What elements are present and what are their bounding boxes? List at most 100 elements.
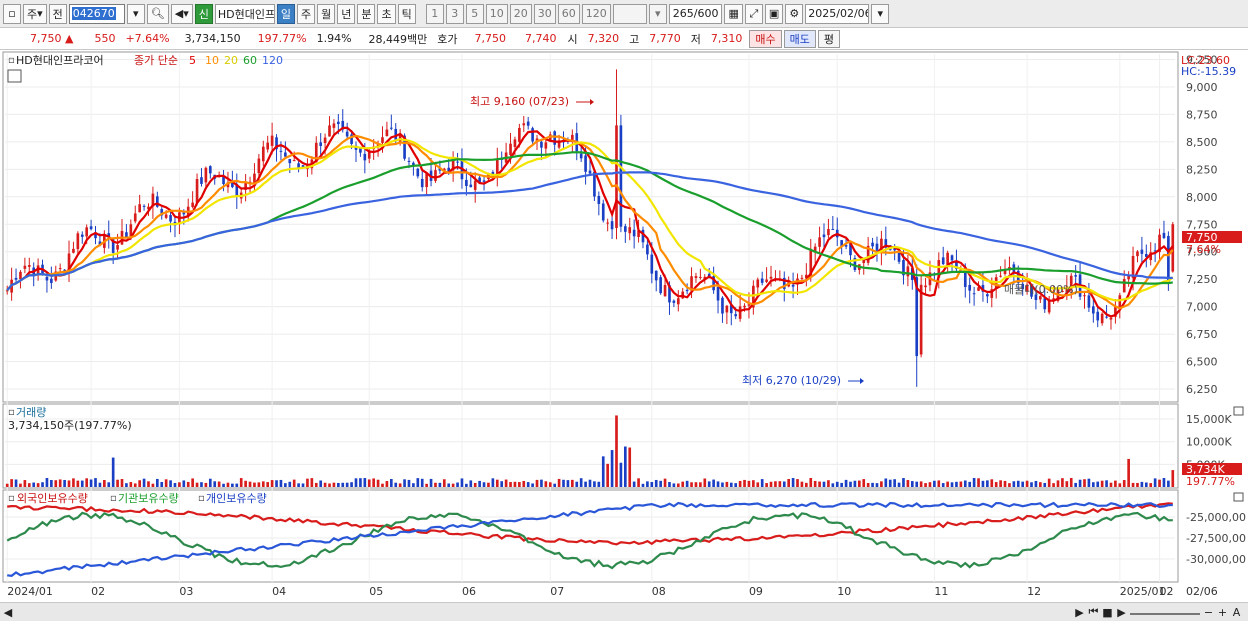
scroll-controls: ▶ ⏮ ■ ▶ − + A <box>1074 605 1248 619</box>
legend-ma20[interactable]: 20 <box>224 54 238 67</box>
tab-minute[interactable]: 분 <box>357 3 376 24</box>
stop-icon[interactable]: ■ <box>1102 605 1113 619</box>
grid-toggle-icon[interactable]: ▦ <box>724 3 743 24</box>
zoom-in-icon[interactable]: + <box>1217 605 1228 619</box>
interval-30[interactable]: 30 <box>533 3 556 24</box>
volume-bar <box>1144 482 1148 487</box>
stock-name-field[interactable]: HD현대인프 <box>214 3 275 24</box>
candle-body <box>133 213 137 222</box>
draw-tool-icon[interactable]: ⤢ <box>744 3 763 24</box>
zoom-out-icon[interactable]: − <box>1203 605 1214 619</box>
volume-bar <box>928 482 932 487</box>
font-size-icon[interactable]: A <box>1232 605 1241 619</box>
holding-panel-close-icon[interactable] <box>1233 492 1244 502</box>
candle-body <box>155 196 159 207</box>
date-field[interactable]: 2025/02/06 <box>805 3 870 24</box>
interval-120[interactable]: 120 <box>581 3 611 24</box>
save-icon[interactable]: ▣ <box>764 3 784 24</box>
chart-scrollbar[interactable]: ◀ ▶ ⏮ ■ ▶ − + A <box>0 602 1248 621</box>
candle-body <box>765 279 768 282</box>
candle-body <box>244 183 247 190</box>
volume-bar <box>89 479 93 487</box>
rewind-icon[interactable]: ⏮ <box>1088 605 1099 618</box>
volume-bar <box>540 479 543 487</box>
legend-institution[interactable]: 기관보유수량 <box>118 492 179 505</box>
stock-code-input[interactable]: 042670 <box>68 3 125 24</box>
moving-averages <box>6 126 1174 318</box>
volume-bar <box>491 478 495 487</box>
volume-bar <box>1087 478 1091 487</box>
volume-bar <box>63 479 66 487</box>
candle-body <box>323 137 327 144</box>
volume-bar <box>1149 483 1153 487</box>
candle-body <box>827 229 830 236</box>
legend-stock-name[interactable]: HD현대인프라코어 <box>16 54 104 67</box>
prev-button[interactable]: 전 <box>48 3 67 24</box>
scroll-right-icon[interactable]: ▶ <box>1075 605 1084 619</box>
candle-body <box>963 266 967 287</box>
code-dropdown-icon[interactable]: ▾ <box>126 3 145 24</box>
eval-button[interactable]: 평 <box>817 29 841 48</box>
price-y-axis: 9,250 9,000 8,750 8,500 8,250 8,000 7,750 7,500… <box>1186 53 1218 396</box>
volume-title[interactable]: 거래량 <box>16 406 46 419</box>
volume-bar <box>1003 480 1007 487</box>
market-select[interactable]: 주 ▾ <box>23 3 47 24</box>
candle-body <box>1034 294 1038 301</box>
candle-body <box>1052 298 1055 301</box>
candle-body <box>518 127 521 142</box>
volume-bar <box>972 477 976 487</box>
candle-body <box>1105 316 1108 318</box>
low-label: 저 <box>690 32 701 46</box>
x-tick-label: 2025/01 <box>1120 585 1166 598</box>
volume-bar <box>862 479 866 487</box>
legend-individual[interactable]: 개인보유수량 <box>206 492 267 505</box>
legend-ma120[interactable]: 120 <box>262 54 283 67</box>
volume-bar <box>279 479 283 487</box>
candle-body <box>297 163 300 169</box>
volume-bar <box>694 482 698 487</box>
volume-bar <box>526 482 530 487</box>
zoom-slider[interactable] <box>1130 609 1200 615</box>
interval-60[interactable]: 60 <box>557 3 580 24</box>
candle-body <box>389 127 393 129</box>
legend-foreign[interactable]: 외국인보유수량 <box>17 492 88 505</box>
volume-bar <box>685 480 689 487</box>
stock-chart[interactable]: 9,250 9,000 8,750 8,500 8,250 8,000 7,750 7,500… <box>0 50 1248 602</box>
data-count-field[interactable]: 265/600 <box>668 3 723 24</box>
scroll-left-icon[interactable]: ◀ <box>3 605 13 619</box>
tab-day[interactable]: 일 <box>276 3 295 24</box>
interval-custom-input[interactable] <box>612 3 647 24</box>
legend-ma10[interactable]: 10 <box>205 54 219 67</box>
calendar-dropdown-icon[interactable]: ▾ <box>871 3 890 24</box>
scroll-track[interactable] <box>16 606 1074 618</box>
volume-bar <box>1153 478 1157 487</box>
data-table-icon[interactable] <box>7 69 22 83</box>
legend-ma60[interactable]: 60 <box>243 54 257 67</box>
candle-body <box>27 265 31 267</box>
interval-20[interactable]: 20 <box>509 3 532 24</box>
interval-10[interactable]: 10 <box>485 3 508 24</box>
buy-button[interactable]: 매수 <box>749 29 782 48</box>
tab-tick[interactable]: 틱 <box>397 3 416 24</box>
search-icon[interactable]: 🔍︎ <box>146 3 169 24</box>
volume-bar <box>601 456 605 487</box>
chart-area[interactable]: 9,250 9,000 8,750 8,500 8,250 8,000 7,750 7,500… <box>0 50 1248 602</box>
candle-body <box>345 131 349 137</box>
speaker-icon[interactable]: ◀▾ <box>170 3 193 24</box>
interval-1[interactable]: 1 <box>425 3 444 24</box>
window-icon[interactable]: ▫ <box>3 3 21 24</box>
legend-ma5[interactable]: 5 <box>189 54 196 67</box>
volume-bar <box>676 483 680 487</box>
interval-5[interactable]: 5 <box>465 3 484 24</box>
gear-icon[interactable]: ⚙ <box>785 3 804 24</box>
tab-week[interactable]: 주 <box>296 3 316 24</box>
sell-button[interactable]: 매도 <box>783 29 816 48</box>
tab-second[interactable]: 초 <box>377 3 396 24</box>
volume-bar <box>50 479 53 487</box>
tab-year[interactable]: 년 <box>337 3 356 24</box>
volume-panel-close-icon[interactable] <box>1233 406 1244 416</box>
play-icon[interactable]: ▶ <box>1117 605 1126 619</box>
tab-month[interactable]: 월 <box>317 3 336 24</box>
interval-dropdown-icon[interactable]: ▾ <box>648 3 667 24</box>
interval-3[interactable]: 3 <box>445 3 464 24</box>
